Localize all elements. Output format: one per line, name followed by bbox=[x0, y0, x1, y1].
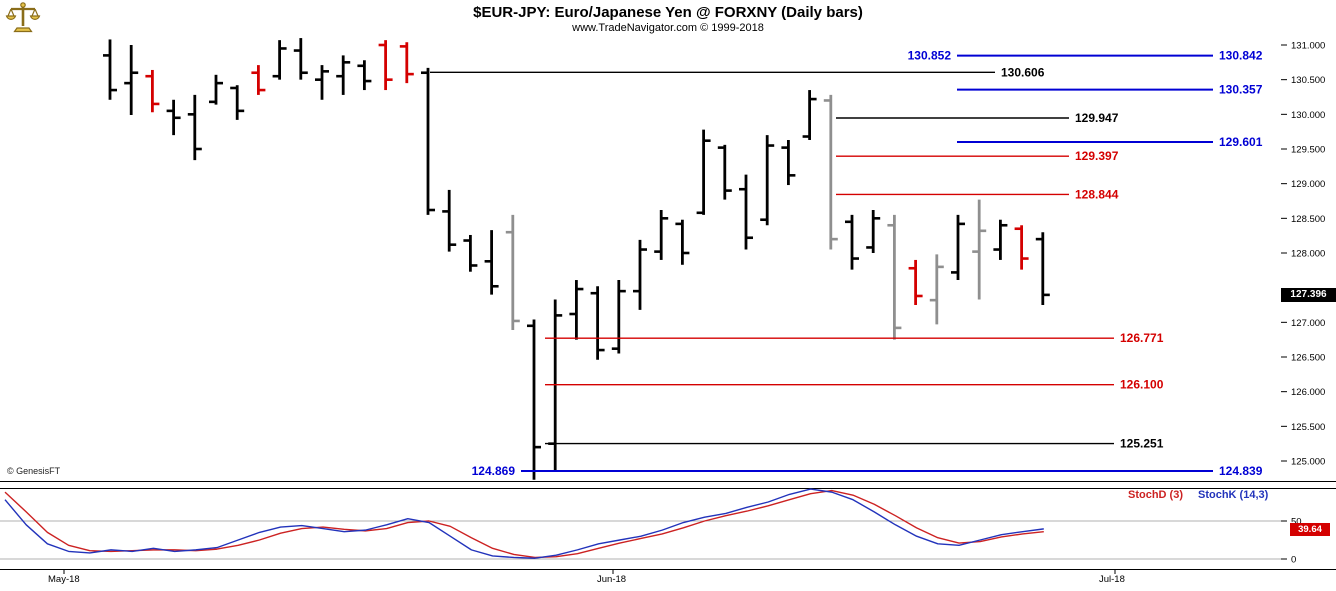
level-label: 129.601 bbox=[1219, 135, 1263, 149]
price-bar bbox=[823, 94, 838, 250]
level-label: 130.842 bbox=[1219, 49, 1263, 63]
genesis-watermark: © GenesisFT bbox=[7, 466, 61, 476]
price-bar bbox=[336, 55, 351, 95]
level-label: 130.357 bbox=[1219, 83, 1263, 97]
price-bar bbox=[845, 214, 859, 270]
price-bar bbox=[357, 60, 372, 91]
price-axis-label: 129.000 bbox=[1291, 179, 1325, 190]
price-bar bbox=[1014, 225, 1029, 270]
price-bar bbox=[505, 214, 520, 330]
price-bar bbox=[760, 135, 775, 226]
stochk-line bbox=[4, 488, 1044, 559]
price-bar bbox=[887, 214, 902, 340]
price-bar bbox=[929, 254, 944, 325]
stochk-legend[interactable]: StochK (14,3) bbox=[1198, 489, 1269, 501]
price-bar bbox=[1035, 232, 1050, 305]
price-axis-label: 130.000 bbox=[1291, 110, 1325, 121]
price-bar bbox=[993, 219, 1008, 260]
price-bar bbox=[908, 259, 923, 305]
stoch-axis-label: 0 bbox=[1291, 555, 1296, 566]
price-bar bbox=[484, 230, 499, 295]
scales-icon bbox=[5, 2, 41, 33]
price-bar bbox=[866, 210, 881, 253]
price-bar bbox=[378, 40, 393, 91]
price-bar bbox=[463, 234, 478, 272]
price-bar bbox=[293, 38, 308, 80]
price-bar bbox=[145, 69, 160, 113]
stoch-value-tag: 39.64 bbox=[1290, 523, 1330, 536]
level-label: 128.844 bbox=[1075, 187, 1119, 201]
price-bar bbox=[166, 99, 181, 136]
date-axis-label: May-18 bbox=[48, 574, 80, 585]
price-axis-label: 127.000 bbox=[1291, 318, 1325, 329]
price-bar bbox=[230, 85, 245, 120]
price-bar bbox=[696, 129, 711, 215]
level-label: 130.852 bbox=[908, 49, 952, 63]
price-bar bbox=[590, 286, 605, 360]
level-label: 124.839 bbox=[1219, 464, 1263, 478]
price-bar bbox=[611, 280, 626, 354]
price-bar bbox=[442, 189, 457, 252]
price-bar bbox=[739, 174, 753, 250]
stoch-axis-label: 50 bbox=[1291, 517, 1302, 528]
price-bar bbox=[251, 65, 266, 95]
price-bar bbox=[399, 42, 414, 84]
price-axis-label: 130.500 bbox=[1291, 75, 1325, 86]
level-label: 126.100 bbox=[1120, 378, 1164, 392]
price-bar bbox=[569, 280, 584, 340]
genesis-logo bbox=[5, 1, 41, 38]
level-label: 125.251 bbox=[1120, 437, 1164, 451]
price-bar bbox=[654, 210, 669, 260]
price-bar bbox=[972, 199, 987, 300]
chart-subtitle: www.TradeNavigator.com © 1999-2018 bbox=[572, 22, 764, 34]
price-axis-label: 125.000 bbox=[1291, 456, 1325, 467]
price-axis-label: 128.500 bbox=[1291, 214, 1325, 225]
price-axis-label: 129.500 bbox=[1291, 144, 1325, 155]
price-axis-label: 131.000 bbox=[1291, 41, 1325, 52]
last-price-tag: 127.396 bbox=[1281, 288, 1336, 302]
price-bar bbox=[124, 45, 139, 116]
price-bar bbox=[103, 39, 117, 100]
stochd-line bbox=[4, 489, 1044, 559]
stochd-legend[interactable]: StochD (3) bbox=[1128, 489, 1183, 501]
price-axis-label: 128.000 bbox=[1291, 248, 1325, 259]
price-bar bbox=[187, 94, 202, 161]
price-bar bbox=[421, 67, 435, 215]
price-bar bbox=[315, 65, 329, 100]
level-label: 129.397 bbox=[1075, 149, 1119, 163]
level-label: 126.771 bbox=[1120, 331, 1164, 345]
price-bar bbox=[781, 139, 796, 186]
price-bar bbox=[802, 90, 817, 140]
price-bar bbox=[951, 214, 965, 281]
price-axis-label: 126.000 bbox=[1291, 387, 1325, 398]
price-axis-label: 126.500 bbox=[1291, 352, 1325, 363]
price-bar bbox=[272, 40, 287, 80]
date-axis-label: Jul-18 bbox=[1099, 574, 1125, 585]
price-bar bbox=[717, 144, 732, 200]
price-bar bbox=[633, 239, 647, 310]
price-axis-label: 125.500 bbox=[1291, 422, 1325, 433]
chart-title: $EUR-JPY: Euro/Japanese Yen @ FORXNY (Da… bbox=[473, 4, 863, 21]
date-axis-label: Jun-18 bbox=[597, 574, 626, 585]
level-label: 129.947 bbox=[1075, 111, 1119, 125]
price-bar bbox=[527, 319, 541, 480]
level-label: 130.606 bbox=[1001, 65, 1045, 79]
price-bar bbox=[209, 74, 223, 105]
price-bar bbox=[675, 219, 690, 265]
level-label: 124.869 bbox=[472, 464, 516, 478]
